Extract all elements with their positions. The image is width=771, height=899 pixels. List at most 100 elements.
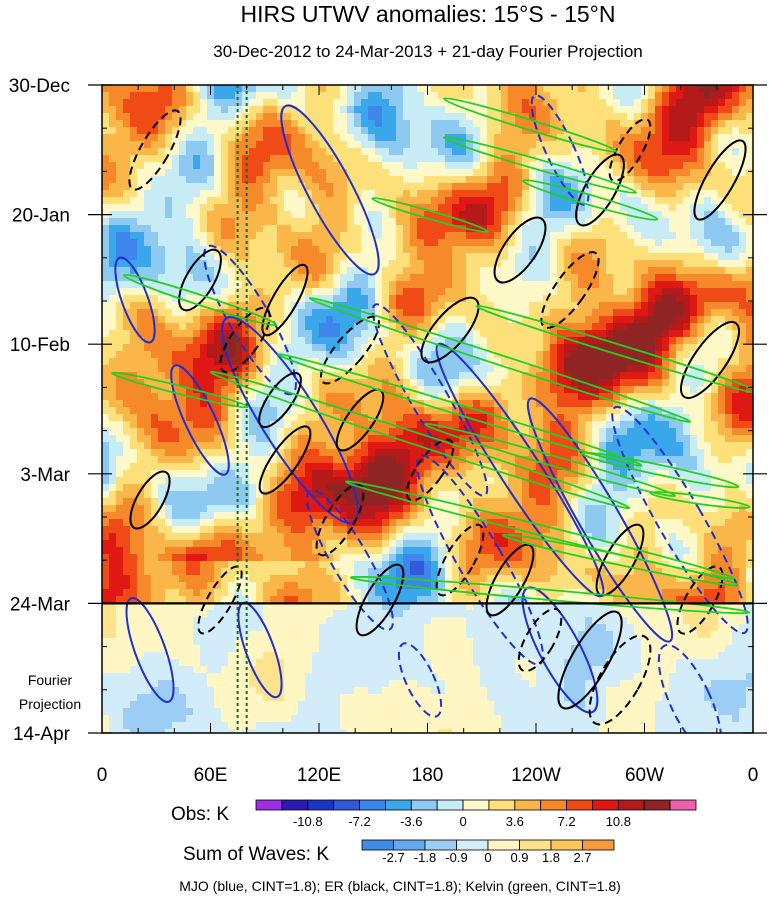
field-cell <box>256 379 264 387</box>
field-cell <box>501 183 509 191</box>
field-cell <box>599 106 607 114</box>
field-cell <box>543 267 551 275</box>
field-cell <box>431 372 439 380</box>
field-cell <box>361 330 369 338</box>
field-cell <box>592 239 600 247</box>
field-cell <box>151 372 159 380</box>
field-cell <box>312 379 320 387</box>
field-cell <box>186 253 194 261</box>
field-cell <box>347 183 355 191</box>
field-cell <box>508 428 516 436</box>
field-cell <box>158 260 166 268</box>
field-cell <box>228 253 236 261</box>
field-cell <box>501 246 509 254</box>
field-cell <box>480 246 488 254</box>
field-cell <box>158 435 166 443</box>
field-cell <box>214 414 222 422</box>
field-cell <box>627 197 635 205</box>
field-cell <box>144 211 152 219</box>
field-cell <box>389 379 397 387</box>
field-cell <box>109 134 117 142</box>
field-cell <box>550 428 558 436</box>
field-cell <box>270 197 278 205</box>
field-cell <box>186 386 194 394</box>
field-cell <box>116 351 124 359</box>
field-cell <box>487 302 495 310</box>
field-cell <box>662 218 670 226</box>
field-cell <box>312 162 320 170</box>
field-cell <box>466 141 474 149</box>
field-cell <box>165 260 173 268</box>
field-cell <box>333 449 341 457</box>
field-cell <box>319 309 327 317</box>
field-cell <box>214 106 222 114</box>
field-cell <box>333 386 341 394</box>
field-cell <box>627 106 635 114</box>
field-cell <box>564 127 572 135</box>
field-cell <box>529 211 537 219</box>
field-cell <box>508 344 516 352</box>
field-cell <box>711 169 719 177</box>
field-cell <box>648 169 656 177</box>
field-cell <box>123 113 131 121</box>
field-cell <box>214 225 222 233</box>
field-cell <box>690 323 698 331</box>
field-cell <box>487 92 495 100</box>
field-cell <box>179 197 187 205</box>
field-cell <box>319 176 327 184</box>
field-cell <box>109 85 117 93</box>
field-cell <box>431 386 439 394</box>
field-cell <box>704 372 712 380</box>
field-cell <box>207 351 215 359</box>
field-cell <box>431 428 439 436</box>
field-cell <box>711 92 719 100</box>
field-cell <box>536 323 544 331</box>
field-cell <box>179 260 187 268</box>
field-cell <box>445 309 453 317</box>
field-cell <box>550 169 558 177</box>
field-cell <box>312 351 320 359</box>
field-cell <box>347 148 355 156</box>
field-cell <box>473 127 481 135</box>
field-cell <box>501 148 509 156</box>
field-cell <box>361 379 369 387</box>
field-cell <box>641 449 649 457</box>
field-cell <box>284 176 292 184</box>
field-cell <box>634 246 642 254</box>
field-cell <box>340 183 348 191</box>
field-cell <box>431 176 439 184</box>
field-cell <box>438 162 446 170</box>
field-cell <box>739 351 747 359</box>
field-cell <box>746 302 753 310</box>
field-cell <box>116 155 124 163</box>
field-cell <box>445 421 453 429</box>
field-cell <box>515 407 523 415</box>
field-cell <box>487 428 495 436</box>
field-cell <box>137 435 145 443</box>
field-cell <box>417 358 425 366</box>
field-cell <box>193 155 201 163</box>
field-cell <box>557 365 565 373</box>
field-cell <box>249 162 257 170</box>
field-cell <box>389 288 397 296</box>
field-cell <box>648 365 656 373</box>
field-cell <box>102 428 110 436</box>
field-cell <box>410 288 418 296</box>
field-cell <box>592 176 600 184</box>
field-cell <box>123 281 131 289</box>
field-cell <box>704 134 712 142</box>
field-cell <box>452 232 460 240</box>
field-cell <box>641 386 649 394</box>
field-cell <box>249 253 257 261</box>
field-cell <box>137 113 145 121</box>
field-cell <box>158 239 166 247</box>
field-cell <box>550 211 558 219</box>
field-cell <box>690 400 698 408</box>
field-cell <box>354 211 362 219</box>
field-cell <box>319 323 327 331</box>
field-cell <box>536 232 544 240</box>
field-cell <box>473 274 481 282</box>
field-cell <box>284 127 292 135</box>
field-cell <box>340 316 348 324</box>
field-cell <box>620 113 628 121</box>
